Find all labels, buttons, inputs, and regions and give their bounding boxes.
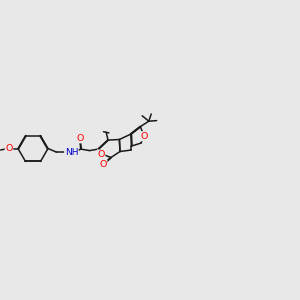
Text: O: O	[141, 132, 148, 141]
Text: O: O	[100, 160, 107, 169]
Text: O: O	[98, 150, 105, 159]
Text: O: O	[5, 144, 13, 153]
Text: O: O	[76, 134, 84, 143]
Text: NH: NH	[65, 148, 78, 157]
